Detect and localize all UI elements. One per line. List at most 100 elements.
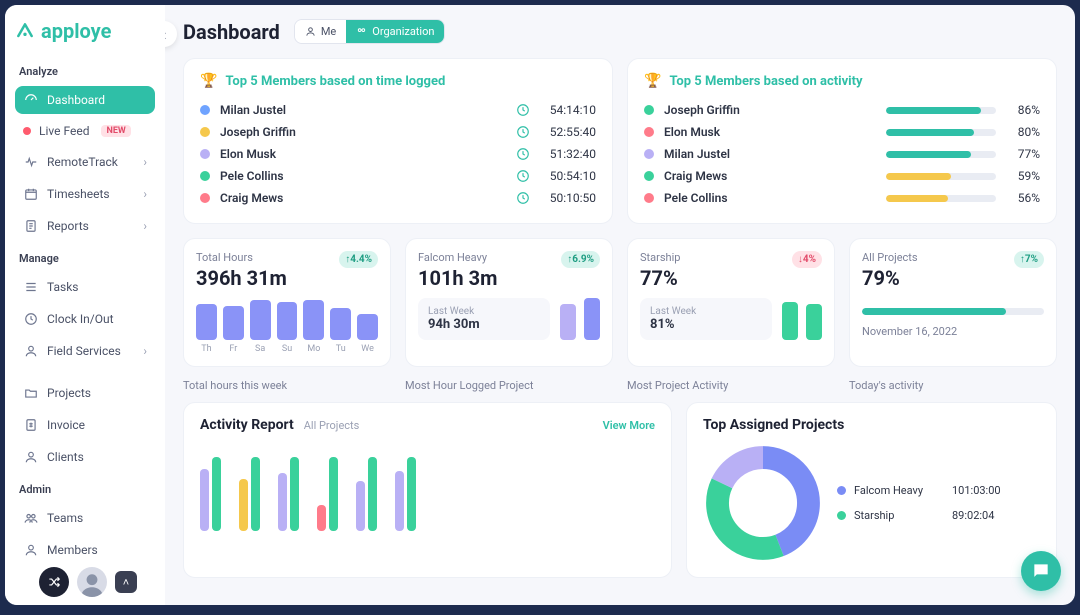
member-dot-icon [644, 127, 654, 137]
stat-starship: Starship 77% ↓4% Last Week 81% [627, 238, 835, 367]
member-row[interactable]: Joseph Griffin 86% [644, 99, 1040, 121]
member-row[interactable]: Joseph Griffin 52:55:40 [200, 121, 596, 143]
date-label: November 16, 2022 [862, 325, 1044, 338]
legend-dot-icon [837, 511, 846, 520]
clock-icon [516, 125, 530, 139]
activity-pct: 77% [1006, 147, 1040, 161]
member-row[interactable]: Elon Musk 80% [644, 121, 1040, 143]
sidebar-item-invoice[interactable]: Invoice [15, 411, 155, 439]
sidebar-item-reports[interactable]: Reports › [15, 212, 155, 240]
stat-label: Starship [640, 251, 680, 264]
shuffle-button[interactable] [39, 567, 69, 597]
legend-value: 89:02:04 [952, 509, 994, 522]
top5-activity-card: 🏆 Top 5 Members based on activity Joseph… [627, 58, 1057, 224]
stat-allprojects: All Projects 79% ↑7% November 16, 2022 [849, 238, 1057, 367]
activity-bar [886, 107, 996, 114]
member-row[interactable]: Pele Collins 56% [644, 187, 1040, 209]
stat-caption: Today's activity [849, 379, 1057, 392]
lastweek-box: Last Week 81% [640, 298, 772, 340]
stat-total-hours: Total Hours 396h 31m ↑4.4% ThFrSaSuMoTuW… [183, 238, 391, 367]
time-value: 52:55:40 [540, 125, 596, 139]
card-title: Activity Report [200, 417, 294, 433]
sidebar-item-remotetrack[interactable]: RemoteTrack › [15, 148, 155, 176]
member-name: Milan Justel [664, 147, 876, 161]
person-icon [305, 26, 316, 37]
sidebar-item-teams[interactable]: Teams [15, 504, 155, 532]
chat-fab[interactable] [1021, 551, 1061, 591]
member-row[interactable]: Milan Justel 54:14:10 [200, 99, 596, 121]
member-row[interactable]: Milan Justel 77% [644, 143, 1040, 165]
page-header: Dashboard Me Organization [183, 19, 1057, 44]
toggle-me[interactable]: Me [295, 20, 346, 43]
sidebar-item-label: Clock In/Out [47, 312, 114, 326]
calendar-icon [23, 186, 39, 202]
activity-bar [886, 151, 996, 158]
clock-icon [516, 147, 530, 161]
legend-dot-icon [837, 486, 846, 495]
activity-bar [886, 195, 996, 202]
expand-button[interactable]: ˄ [115, 571, 137, 593]
member-name: Craig Mews [220, 191, 506, 205]
org-icon [356, 26, 367, 37]
sidebar-item-members[interactable]: Members [15, 536, 155, 564]
stat-value: 396h 31m [196, 266, 287, 290]
user-avatar[interactable] [77, 567, 107, 597]
comparison-bars [782, 298, 822, 340]
sidebar-item-label: Tasks [47, 280, 79, 294]
member-name: Pele Collins [220, 169, 506, 183]
scope-toggle: Me Organization [294, 19, 446, 44]
view-more-link[interactable]: View More [603, 419, 655, 432]
chat-icon [1031, 561, 1051, 581]
sidebar-item-timesheets[interactable]: Timesheets › [15, 180, 155, 208]
card-title: 🏆 Top 5 Members based on time logged [200, 73, 596, 89]
time-value: 51:32:40 [540, 147, 596, 161]
legend-label: Starship [854, 509, 944, 522]
brand-name: apploye [41, 19, 111, 43]
main: ‹ Dashboard Me Organization 🏆 Top 5 Memb… [165, 5, 1075, 605]
sidebar-item-label: Dashboard [47, 93, 105, 107]
member-dot-icon [644, 193, 654, 203]
member-row[interactable]: Craig Mews 50:10:50 [200, 187, 596, 209]
stat-caption: Most Hour Logged Project [405, 379, 613, 392]
brand-logo[interactable]: apploye [15, 19, 155, 43]
activity-bar [886, 129, 996, 136]
card-title: Top Assigned Projects [703, 417, 1040, 433]
delta-badge: ↑6.9% [561, 251, 600, 268]
donut-legend: Falcom Heavy 101:03:00 Starship 89:02:04 [837, 484, 1001, 522]
collapse-sidebar-button[interactable]: ‹ [165, 21, 177, 47]
legend-value: 101:03:00 [952, 484, 1001, 497]
chevron-right-icon: › [143, 187, 147, 201]
sidebar-item-label: Invoice [47, 418, 85, 432]
member-dot-icon [644, 171, 654, 181]
chevron-right-icon: › [143, 344, 147, 358]
sidebar-item-label: Timesheets [47, 187, 110, 201]
folder-icon [23, 385, 39, 401]
sidebar-item-label: Live Feed [39, 124, 89, 138]
clock-icon [23, 311, 39, 327]
section-admin: Admin [19, 483, 151, 496]
donut-chart [703, 443, 823, 563]
trophy-icon: 🏆 [200, 73, 217, 89]
stat-caption: Most Project Activity [627, 379, 835, 392]
clock-icon [516, 191, 530, 205]
member-name: Milan Justel [220, 103, 506, 117]
sidebar-item-label: Projects [47, 386, 91, 400]
member-row[interactable]: Pele Collins 50:54:10 [200, 165, 596, 187]
activity-pct: 59% [1006, 169, 1040, 183]
sidebar-item-livefeed[interactable]: Live Feed NEW [15, 118, 155, 144]
user-icon [23, 343, 39, 359]
sidebar-item-clients[interactable]: Clients [15, 443, 155, 471]
section-manage: Manage [19, 252, 151, 265]
member-name: Pele Collins [664, 191, 876, 205]
sidebar-item-clock[interactable]: Clock In/Out [15, 305, 155, 333]
sidebar-item-dashboard[interactable]: Dashboard [15, 86, 155, 114]
sidebar-item-projects[interactable]: Projects [15, 379, 155, 407]
sidebar-item-tasks[interactable]: Tasks [15, 273, 155, 301]
member-row[interactable]: Elon Musk 51:32:40 [200, 143, 596, 165]
sidebar-item-field[interactable]: Field Services › [15, 337, 155, 365]
toggle-org[interactable]: Organization [346, 20, 444, 43]
sidebar-item-label: Field Services [47, 344, 121, 358]
member-dot-icon [200, 171, 210, 181]
stat-value: 79% [862, 266, 918, 290]
member-row[interactable]: Craig Mews 59% [644, 165, 1040, 187]
